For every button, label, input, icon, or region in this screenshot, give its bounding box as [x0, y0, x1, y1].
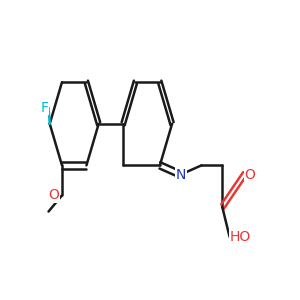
Text: N: N [176, 168, 186, 182]
Text: F: F [40, 100, 49, 115]
Text: O: O [244, 168, 255, 182]
Text: HO: HO [230, 230, 251, 244]
Text: O: O [49, 188, 59, 203]
